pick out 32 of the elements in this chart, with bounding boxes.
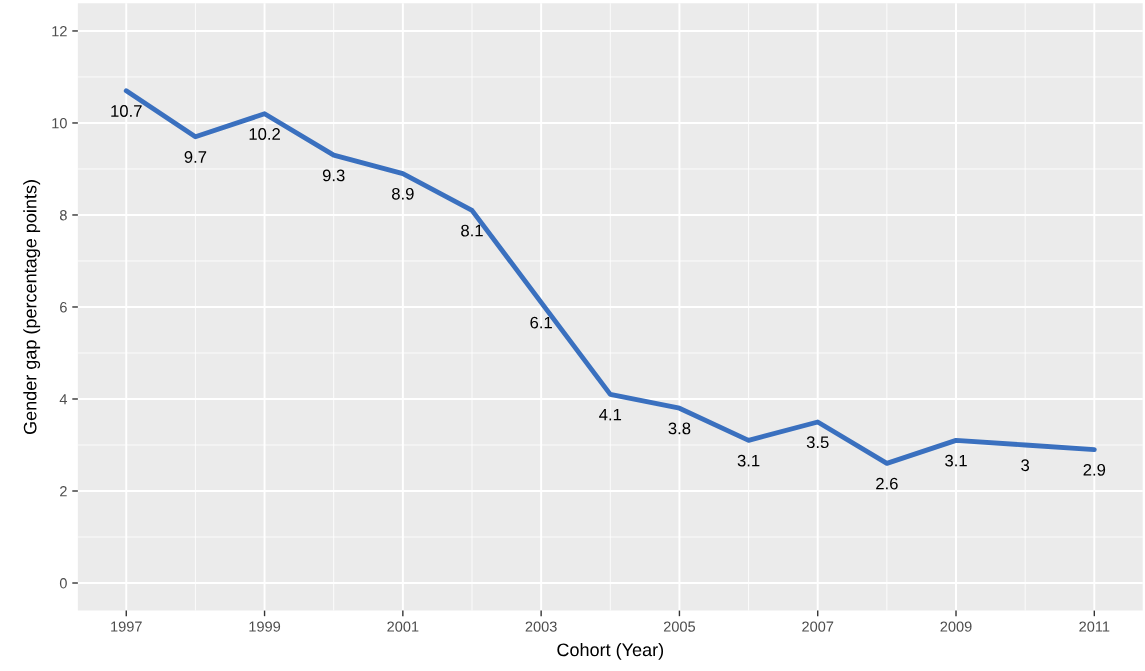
data-label: 10.7: [111, 105, 142, 117]
y-axis-title: Gender gap (percentage points): [23, 180, 41, 435]
data-label: 2.9: [1083, 463, 1106, 476]
data-label: 8.1: [461, 224, 483, 237]
data-label: 3.5: [806, 436, 829, 449]
data-label: 9.3: [322, 169, 345, 182]
x-tick-label: 2011: [1079, 621, 1110, 632]
y-tick-label: 4: [59, 394, 68, 405]
x-tick-label: 2001: [387, 621, 419, 632]
y-tick-label: 2: [60, 486, 67, 497]
x-tick-label: 1997: [111, 621, 142, 632]
data-label: 10.2: [249, 128, 280, 140]
data-label: 3.1: [945, 454, 967, 467]
data-label: 8.9: [391, 187, 414, 200]
data-label: 2.6: [876, 477, 898, 490]
x-tick-label: 2005: [663, 621, 696, 632]
data-label: 3: [1021, 459, 1030, 472]
data-label: 9.7: [184, 151, 207, 163]
y-tick-label: 8: [59, 210, 67, 221]
x-axis-title: Cohort (Year): [557, 642, 664, 660]
x-tick-label: 2003: [525, 621, 557, 632]
data-label: 3.8: [668, 422, 691, 435]
data-label: 4.1: [599, 408, 622, 421]
x-tick-label: 1999: [249, 621, 281, 632]
x-tick-label: 2009: [940, 621, 972, 632]
data-label: 3.1: [737, 454, 760, 467]
y-tick-label: 0: [59, 578, 67, 589]
y-tick-label: 6: [60, 302, 67, 313]
x-tick-label: 2007: [802, 621, 834, 632]
data-label: 6.1: [530, 316, 552, 329]
y-tick-label: 12: [52, 26, 67, 37]
y-tick-label: 10: [52, 118, 67, 129]
